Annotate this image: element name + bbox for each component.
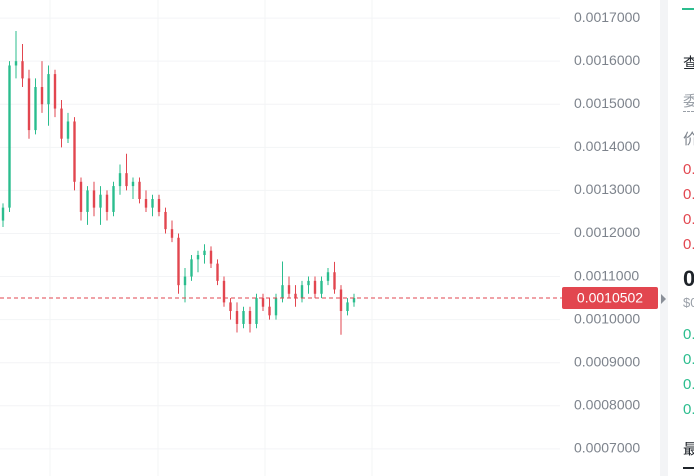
- ask[interactable]: 0.: [683, 236, 694, 253]
- candle-body: [229, 302, 232, 312]
- candle-body: [307, 280, 310, 286]
- candle-body: [281, 285, 284, 299]
- y-tick-label: 0.0010000: [574, 310, 640, 326]
- candle-body: [125, 173, 128, 187]
- y-tick-label: 0.0007000: [574, 440, 640, 456]
- candle-body: [47, 74, 50, 105]
- candle-body: [190, 259, 193, 277]
- last-usd: $0: [683, 295, 694, 310]
- candle-body: [346, 302, 349, 312]
- bid[interactable]: 0.: [683, 351, 694, 368]
- last-price: 0: [683, 266, 694, 291]
- price-tag: [562, 287, 658, 310]
- icon: [682, 8, 694, 10]
- tab-indicator: [683, 467, 694, 469]
- collapse-arrow[interactable]: [660, 292, 668, 306]
- candle-body: [300, 285, 304, 299]
- candle-body: [79, 181, 83, 212]
- candle-body: [216, 263, 219, 281]
- candle-body: [164, 211, 167, 230]
- candle-body: [261, 298, 265, 307]
- candle-body: [105, 194, 109, 212]
- candle-body: [339, 289, 343, 312]
- candle-body: [352, 298, 356, 303]
- candle-body: [255, 298, 258, 324]
- candle-body: [60, 108, 63, 139]
- candle-body: [170, 229, 174, 238]
- candle-body: [196, 255, 200, 260]
- candle-body: [21, 61, 24, 79]
- candle-body: [66, 121, 70, 139]
- y-tick-label: 0.0016000: [574, 52, 640, 68]
- ask[interactable]: 0.: [683, 211, 694, 228]
- candle-body: [92, 190, 96, 208]
- y-tick-label: 0.0017000: [574, 9, 640, 25]
- candle-body: [27, 78, 31, 131]
- tab[interactable]: 查: [683, 55, 694, 72]
- candle-body: [157, 199, 161, 212]
- candle-body: [73, 121, 76, 182]
- bid[interactable]: 0.: [683, 376, 694, 393]
- bid[interactable]: 0.: [683, 401, 694, 418]
- candle-body: [222, 280, 226, 303]
- candle-body: [40, 87, 44, 105]
- candle-body: [131, 181, 135, 187]
- candle-body: [112, 186, 115, 212]
- candle-body: [138, 181, 141, 200]
- candle-body: [53, 74, 57, 109]
- candle-body: [333, 272, 336, 290]
- orders-label: 委: [683, 90, 694, 112]
- candle-body: [248, 311, 252, 324]
- y-tick-label: 0.0008000: [574, 396, 640, 412]
- y-tick-label: 0.0012000: [574, 224, 640, 240]
- ask[interactable]: 0.: [683, 161, 694, 178]
- candle-body: [268, 306, 271, 316]
- candle-body: [144, 199, 148, 208]
- ask[interactable]: 0.: [683, 186, 694, 203]
- candle-body: [320, 280, 323, 294]
- candle-body: [99, 194, 102, 208]
- y-tick-label: 0.0009000: [574, 353, 640, 369]
- y-tick-label: 0.0014000: [574, 138, 640, 154]
- splitter[interactable]: [660, 0, 668, 476]
- candle-body: [287, 285, 291, 294]
- footer-tab[interactable]: 最: [683, 441, 694, 458]
- price-tag-label: 0.0010502: [577, 290, 643, 306]
- candle-body: [14, 61, 18, 66]
- candle-body: [86, 190, 89, 212]
- candle-body: [177, 237, 180, 286]
- y-tick-label: 0.0015000: [574, 95, 640, 111]
- candle-body: [235, 311, 239, 324]
- y-tick-label: 0.0011000: [574, 267, 639, 283]
- candle-body: [242, 311, 245, 324]
- candle-body: [326, 272, 330, 281]
- candle-body: [313, 280, 317, 294]
- candle-body: [183, 276, 187, 286]
- candle-body: [1, 207, 5, 221]
- bid[interactable]: 0.: [683, 326, 694, 343]
- candle-body: [118, 173, 122, 187]
- candle-body: [203, 250, 206, 256]
- candle-body: [34, 87, 37, 131]
- candle-body: [151, 199, 154, 208]
- candle-body: [274, 298, 278, 316]
- candle-body: [8, 65, 11, 208]
- candle-body: [209, 250, 213, 264]
- y-tick-label: 0.0013000: [574, 181, 640, 197]
- candle-body: [294, 293, 297, 299]
- price-label: 价: [683, 131, 694, 148]
- price-chart: 0.0017000 0.0016000 0.0015000 0.0014000 0.00…: [0, 0, 658, 476]
